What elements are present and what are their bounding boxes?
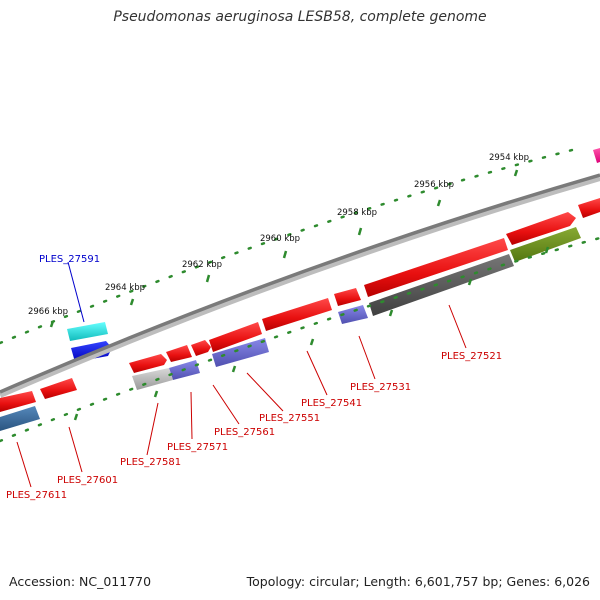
- inner-major-ticks: [73, 246, 550, 421]
- label-ples-27571[interactable]: PLES_27571: [167, 442, 228, 453]
- label-ples-27531[interactable]: PLES_27531: [350, 382, 411, 393]
- kbp-label-2966: 2966 kbp: [28, 307, 68, 317]
- gene-ples-27581-forward[interactable]: [129, 354, 167, 373]
- kbp-label-2956: 2956 kbp: [414, 180, 454, 190]
- label-ples-27581[interactable]: PLES_27581: [120, 457, 181, 468]
- kbp-label-2958: 2958 kbp: [337, 208, 377, 218]
- genome-title: Pseudomonas aeruginosa LESB58, complete …: [113, 9, 487, 25]
- gene-forward-3[interactable]: [364, 238, 508, 297]
- gene-pink[interactable]: [593, 148, 600, 163]
- kbp-label-2962: 2962 kbp: [182, 260, 222, 270]
- gene-ples-27601-forward[interactable]: [40, 378, 77, 399]
- gene-cyan[interactable]: [67, 322, 108, 341]
- gene-ples-27551-slate[interactable]: [212, 338, 269, 367]
- label-ples-27541[interactable]: PLES_27541: [301, 398, 362, 409]
- gene-ples-27521-forward[interactable]: [506, 212, 576, 245]
- leader-lines: [16, 261, 467, 488]
- gene-forward-1[interactable]: [578, 198, 600, 218]
- gene-ples-27531-slate[interactable]: [338, 305, 368, 324]
- outer-major-ticks: [49, 169, 519, 328]
- label-ples-27521[interactable]: PLES_27521: [441, 351, 502, 362]
- genome-summary-text: Topology: circular; Length: 6,601,757 bp…: [246, 574, 590, 589]
- gene-darkgray[interactable]: [369, 254, 514, 316]
- gene-ples-27531-forward[interactable]: [334, 288, 361, 306]
- reverse-strand-genes: [0, 227, 581, 431]
- gene-ples-27541-forward[interactable]: [262, 298, 332, 331]
- gene-ples-27551-forward[interactable]: [209, 322, 262, 352]
- gene-ples-27571-forward[interactable]: [166, 345, 192, 362]
- label-ples-27611[interactable]: PLES_27611: [6, 490, 67, 501]
- gene-ples-27611-steel[interactable]: [0, 406, 40, 431]
- kbp-label-2960: 2960 kbp: [260, 234, 300, 244]
- gene-ples-27611-forward[interactable]: [0, 391, 36, 412]
- label-ples-27561[interactable]: PLES_27561: [214, 427, 275, 438]
- gene-labels: PLES_27521 PLES_27531 PLES_27541 PLES_27…: [6, 254, 502, 501]
- forward-strand-genes: [0, 198, 600, 412]
- genome-backbone: [0, 173, 600, 394]
- genome-backbone-shadow: [0, 175, 600, 398]
- gene-olive[interactable]: [510, 227, 581, 262]
- gene-ples-27561-forward[interactable]: [191, 340, 211, 356]
- kbp-label-2954: 2954 kbp: [489, 153, 529, 163]
- accession-text: Accession: NC_011770: [9, 574, 152, 589]
- label-ples-27591[interactable]: PLES_27591: [39, 254, 100, 265]
- kbp-label-2964: 2964 kbp: [105, 283, 145, 293]
- label-ples-27601[interactable]: PLES_27601: [57, 475, 118, 486]
- inner-tick-ring: [0, 236, 600, 443]
- label-ples-27551[interactable]: PLES_27551: [259, 413, 320, 424]
